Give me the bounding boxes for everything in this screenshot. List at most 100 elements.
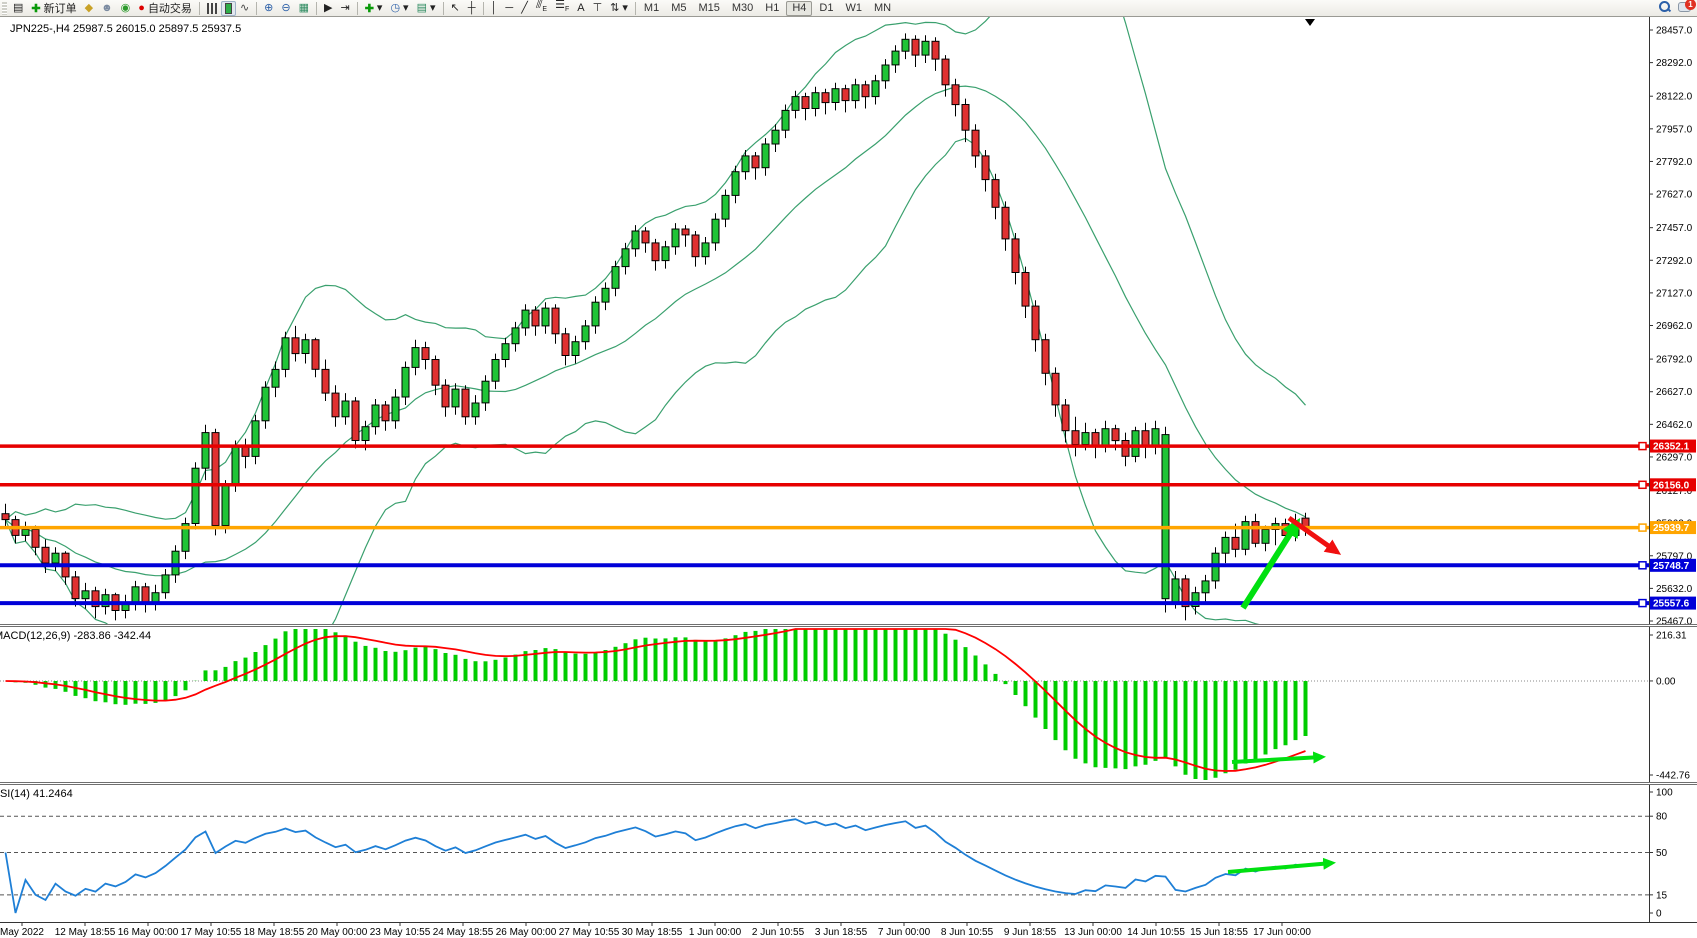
svg-text:27792.0: 27792.0 (1656, 157, 1693, 168)
chart-shift-button[interactable]: ⇥ (340, 1, 350, 14)
zoom-out-button[interactable]: ⊖ (281, 1, 291, 14)
svg-text:26 May 00:00: 26 May 00:00 (496, 927, 557, 938)
svg-text:26352.1: 26352.1 (1653, 442, 1690, 453)
autotrade-label: 自动交易 (147, 3, 192, 15)
svg-text:14 Jun 10:55: 14 Jun 10:55 (1127, 927, 1185, 938)
horizontal-line-tool-button[interactable]: ─ (505, 1, 514, 14)
label-tool-button[interactable]: ⊤ (592, 1, 603, 14)
svg-text:15: 15 (1656, 890, 1668, 901)
svg-text:13 Jun 00:00: 13 Jun 00:00 (1064, 927, 1122, 938)
svg-text:26127.0: 26127.0 (1656, 486, 1693, 497)
svg-text:3 Jun 18:55: 3 Jun 18:55 (815, 927, 868, 938)
tile-windows-button[interactable]: ▦ (298, 1, 309, 14)
fibonacci-tool-button[interactable]: ☰F (555, 0, 570, 14)
timeframe-w1[interactable]: W1 (845, 2, 862, 14)
crosshair-tool-button[interactable]: ┼ (467, 1, 476, 14)
svg-text:25632.0: 25632.0 (1656, 584, 1693, 595)
timeframe-m1[interactable]: M1 (643, 2, 660, 14)
svg-text:17 May 10:55: 17 May 10:55 (181, 927, 242, 938)
timeframe-d1[interactable]: D1 (819, 2, 834, 14)
svg-text:100: 100 (1656, 788, 1673, 799)
svg-text:2 Jun 10:55: 2 Jun 10:55 (752, 927, 805, 938)
notification-badge: 1 (1685, 0, 1696, 10)
svg-text:26156.0: 26156.0 (1653, 480, 1690, 491)
text-tool-button[interactable]: A (577, 1, 585, 14)
svg-text:20 May 00:00: 20 May 00:00 (307, 927, 368, 938)
profile-icon[interactable]: ☻ (101, 1, 113, 14)
svg-text:26962.0: 26962.0 (1656, 321, 1693, 332)
line-chart-button[interactable]: ∿ (239, 1, 250, 14)
rsi-chart[interactable]: 100 80 50 15 0 (0, 785, 1697, 922)
svg-text:15 Jun 18:55: 15 Jun 18:55 (1190, 927, 1248, 938)
time-axis[interactable]: May 2022 12 May 18:55 16 May 00:00 17 May 1… (0, 922, 1697, 938)
candlestick-chart-button[interactable] (220, 0, 236, 16)
chat-icon[interactable]: 1 (1678, 0, 1696, 12)
timeframe-m15[interactable]: M15 (698, 2, 720, 14)
candlestick-chart[interactable]: 28457.0 28292.0 28122.0 27957.0 27792.0 27627… (0, 17, 1697, 624)
period-button[interactable]: ◷ ▾ (390, 1, 409, 14)
timeframe-h4[interactable]: H4 (786, 0, 813, 16)
new-order-label: 新订单 (43, 3, 77, 15)
symbol-ohlc-label: JPN225-,H4 25987.5 26015.0 25897.5 25937… (10, 23, 242, 35)
svg-text:0: 0 (1656, 909, 1662, 920)
svg-text:80: 80 (1656, 812, 1668, 823)
rsi-label: RSI(14) 41.2464 (0, 788, 73, 800)
trendline-tool-button[interactable]: ╱ (521, 1, 528, 14)
timeframe-m5[interactable]: M5 (671, 2, 687, 14)
pane-separator[interactable] (0, 624, 1697, 627)
document-icon[interactable]: ▤ (13, 1, 24, 14)
svg-text:26627.0: 26627.0 (1656, 387, 1693, 398)
pane-separator[interactable] (0, 782, 1697, 785)
arrows-tool-button[interactable]: ⇅ ▾ (610, 1, 628, 14)
macd-chart[interactable]: 216.31 0.00 -442.76 (0, 627, 1697, 782)
autotrade-status-icon: ● (138, 2, 145, 14)
vertical-line-tool-button[interactable]: │ (490, 1, 498, 14)
macd-pane[interactable]: MACD(12,26,9) -283.86 -342.44 216.31 0.00… (0, 627, 1697, 782)
svg-text:27457.0: 27457.0 (1656, 223, 1693, 234)
svg-text:27627.0: 27627.0 (1656, 190, 1693, 201)
svg-text:30 May 18:55: 30 May 18:55 (622, 927, 683, 938)
svg-text:25797.0: 25797.0 (1656, 551, 1693, 562)
svg-text:17 Jun 00:00: 17 Jun 00:00 (1253, 927, 1311, 938)
auto-scroll-button[interactable]: ▶ (324, 1, 333, 14)
svg-text:12 May 18:55: 12 May 18:55 (55, 927, 116, 938)
plus-icon: ✚ (31, 2, 41, 15)
timeframe-h1[interactable]: H1 (765, 2, 780, 14)
signal-icon[interactable]: ◉ (120, 1, 131, 14)
svg-text:May 2022: May 2022 (0, 927, 44, 938)
svg-text:26462.0: 26462.0 (1656, 420, 1693, 431)
svg-text:25939.7: 25939.7 (1653, 523, 1690, 534)
toolbar-grip (2, 1, 7, 15)
new-order-button[interactable]: ✚ 新订单 (27, 1, 80, 16)
search-icon[interactable] (1659, 1, 1670, 12)
toolbar: ▤ ✚ 新订单 ◆ ☻ ◉ ● 自动交易 ∿ ⊕ ⊖ ▦ ▶ ⇥ ✚ ▾ ◷ ▾ ▤… (0, 0, 1697, 17)
svg-text:28457.0: 28457.0 (1656, 26, 1693, 37)
svg-text:7 Jun 00:00: 7 Jun 00:00 (878, 927, 931, 938)
timeframe-m30[interactable]: M30 (731, 2, 754, 14)
svg-text:24 May 18:55: 24 May 18:55 (433, 927, 494, 938)
svg-text:23 May 10:55: 23 May 10:55 (370, 927, 431, 938)
timeframe-mn[interactable]: MN (873, 2, 892, 14)
svg-text:0.00: 0.00 (1656, 676, 1676, 687)
eraser-icon[interactable]: ◆ (84, 1, 94, 14)
svg-text:216.31: 216.31 (1656, 631, 1687, 642)
svg-text:18 May 18:55: 18 May 18:55 (244, 927, 305, 938)
svg-text:26297.0: 26297.0 (1656, 452, 1693, 463)
channel-tool-button[interactable]: ⫻E (535, 0, 548, 14)
bar-chart-button[interactable] (203, 1, 221, 16)
chart-column: JPN225-,H4 25987.5 26015.0 25897.5 25937… (0, 17, 1697, 938)
add-indicator-button[interactable]: ✚ ▾ (364, 1, 383, 15)
svg-text:26792.0: 26792.0 (1656, 355, 1693, 366)
svg-text:25467.0: 25467.0 (1656, 617, 1693, 624)
svg-text:27 May 10:55: 27 May 10:55 (559, 927, 620, 938)
svg-text:1 Jun 00:00: 1 Jun 00:00 (689, 927, 742, 938)
zoom-in-button[interactable]: ⊕ (264, 1, 274, 14)
svg-text:-442.76: -442.76 (1656, 771, 1690, 782)
svg-text:9 Jun 18:55: 9 Jun 18:55 (1004, 927, 1057, 938)
rsi-pane[interactable]: RSI(14) 41.2464 100 80 50 15 0 (0, 785, 1697, 922)
autotrade-button[interactable]: ● 自动交易 (134, 1, 196, 16)
template-button[interactable]: ▤ ▾ (416, 1, 436, 14)
main-chart-pane[interactable]: JPN225-,H4 25987.5 26015.0 25897.5 25937… (0, 17, 1697, 624)
cursor-tool-button[interactable]: ↖ (450, 1, 460, 14)
